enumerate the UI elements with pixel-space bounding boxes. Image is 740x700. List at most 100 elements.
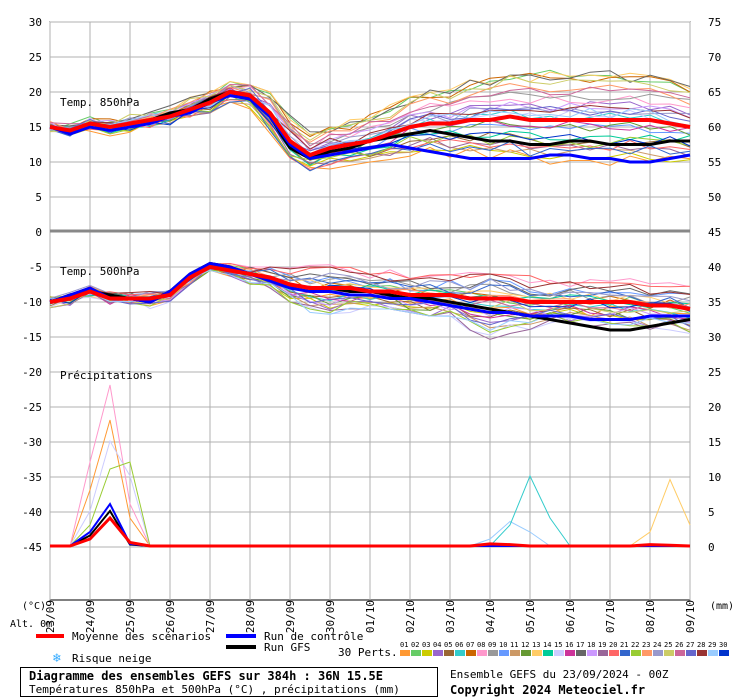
member-legend-label: 02 xyxy=(411,641,419,649)
x-tick-label: 07/10 xyxy=(604,600,617,633)
member-legend-label: 26 xyxy=(675,641,683,649)
y-left-tick: 0 xyxy=(35,226,42,239)
member-legend-swatch xyxy=(631,650,641,656)
y-left-tick: 10 xyxy=(29,156,42,169)
member-legend-swatch xyxy=(565,650,575,656)
member-legend-label: 15 xyxy=(554,641,562,649)
y-right-unit-label: (mm) xyxy=(710,601,734,612)
member-legend-label: 09 xyxy=(488,641,496,649)
member-line-t500 xyxy=(49,269,691,317)
member-legend-label: 19 xyxy=(598,641,606,649)
member-legend-label: 20 xyxy=(609,641,617,649)
member-legend-label: 16 xyxy=(565,641,573,649)
member-legend-swatch xyxy=(444,650,454,656)
y-left-tick: -30 xyxy=(22,436,42,449)
member-legend-swatch xyxy=(499,650,509,656)
member-legend-label: 12 xyxy=(521,641,529,649)
member-line-t850 xyxy=(49,83,691,147)
member-legend-swatch xyxy=(664,650,674,656)
x-tick-label: 29/09 xyxy=(284,600,297,633)
x-tick-label: 26/09 xyxy=(164,600,177,633)
legend-control: Run de contrôle xyxy=(264,630,363,643)
y-right-tick: 35 xyxy=(708,296,721,309)
precip-member-peak xyxy=(69,461,151,547)
x-tick-label: 04/10 xyxy=(484,600,497,633)
member-line-t500 xyxy=(49,266,691,301)
y-right-tick: 60 xyxy=(708,121,721,134)
y-left-tick: -20 xyxy=(22,366,42,379)
y-left-tick: -35 xyxy=(22,471,42,484)
mean-line-t850 xyxy=(49,89,691,158)
member-legend-label: 04 xyxy=(433,641,441,649)
member-legend-label: 23 xyxy=(642,641,650,649)
y-left-tick: -40 xyxy=(22,506,42,519)
x-tick-label: 05/10 xyxy=(524,600,537,633)
member-legend-swatch xyxy=(609,650,619,656)
member-legend-label: 06 xyxy=(455,641,463,649)
x-axis-ticks: 23/09 24/09 25/09 26/09 27/09 28/09 29/09 30/09… xyxy=(44,600,697,633)
member-legend-swatch xyxy=(532,650,542,656)
member-legend-swatch xyxy=(411,650,421,656)
member-legend-label: 28 xyxy=(697,641,705,649)
y-right-tick: 55 xyxy=(708,156,721,169)
y-right-tick: 70 xyxy=(708,51,721,64)
member-legend-swatch xyxy=(587,650,597,656)
member-legend: 01 02 03 04 05 06 07 08 09 10 11 12 13 14 15 16 17 18 19 20… xyxy=(400,641,729,656)
member-legend-label: 13 xyxy=(532,641,540,649)
member-legend-swatch xyxy=(686,650,696,656)
footer-title-box: Diagramme des ensembles GEFS sur 384h : … xyxy=(20,667,438,697)
y-right-tick: 25 xyxy=(708,366,721,379)
y-left-tick: 15 xyxy=(29,121,42,134)
member-legend-swatch xyxy=(488,650,498,656)
member-legend-label: 11 xyxy=(510,641,518,649)
alt-label: Alt. 0m xyxy=(10,619,52,630)
member-legend-label: 01 xyxy=(400,641,408,649)
member-legend-label: 08 xyxy=(477,641,485,649)
y-left-tick: 25 xyxy=(29,51,42,64)
y-right-tick: 10 xyxy=(708,471,721,484)
x-tick-label: 28/09 xyxy=(244,600,257,633)
y-left-tick: -25 xyxy=(22,401,42,414)
member-legend-swatch xyxy=(422,650,432,656)
member-legend-label: 18 xyxy=(587,641,595,649)
member-line-t500 xyxy=(49,266,691,328)
member-legend-swatch xyxy=(455,650,465,656)
chart-title: Diagramme des ensembles GEFS sur 384h : … xyxy=(29,669,384,683)
member-legend-swatch xyxy=(719,650,729,656)
panel-label-t500: Temp. 500hPa xyxy=(60,265,139,278)
member-legend-swatch xyxy=(521,650,531,656)
member-legend-label: 17 xyxy=(576,641,584,649)
panel-label-precip: Précipitations xyxy=(60,369,153,382)
member-legend-label: 03 xyxy=(422,641,430,649)
member-legend-label: 07 xyxy=(466,641,474,649)
member-line-t500 xyxy=(49,264,691,302)
member-legend-swatch xyxy=(466,650,476,656)
mean-line-t500 xyxy=(49,264,691,311)
x-tick-label: 01/10 xyxy=(364,600,377,633)
member-legend-label: 24 xyxy=(653,641,661,649)
member-legend-swatch xyxy=(576,650,586,656)
y-left-tick: 20 xyxy=(29,86,42,99)
y-right-tick: 50 xyxy=(708,191,721,204)
member-line-t500 xyxy=(49,265,691,336)
member-legend-label: 29 xyxy=(708,641,716,649)
y-left-tick: -5 xyxy=(29,261,42,274)
y-right-tick: 75 xyxy=(708,16,721,29)
member-legend-label: 14 xyxy=(543,641,551,649)
y-right-tick: 0 xyxy=(708,541,715,554)
member-legend-label: 05 xyxy=(444,641,452,649)
member-legend-swatch xyxy=(598,650,608,656)
member-line-t850 xyxy=(49,94,691,160)
main-series xyxy=(49,89,691,548)
x-tick-label: 09/10 xyxy=(684,600,697,633)
member-legend-swatch xyxy=(510,650,520,656)
y-left-tick: -15 xyxy=(22,331,42,344)
member-legend-swatch xyxy=(554,650,564,656)
y-right-tick: 20 xyxy=(708,401,721,414)
credits: Ensemble GEFS du 23/09/2024 - 00Z Copyri… xyxy=(450,668,669,698)
member-legend-swatch xyxy=(620,650,630,656)
legend-snow: Risque neige xyxy=(72,652,151,665)
